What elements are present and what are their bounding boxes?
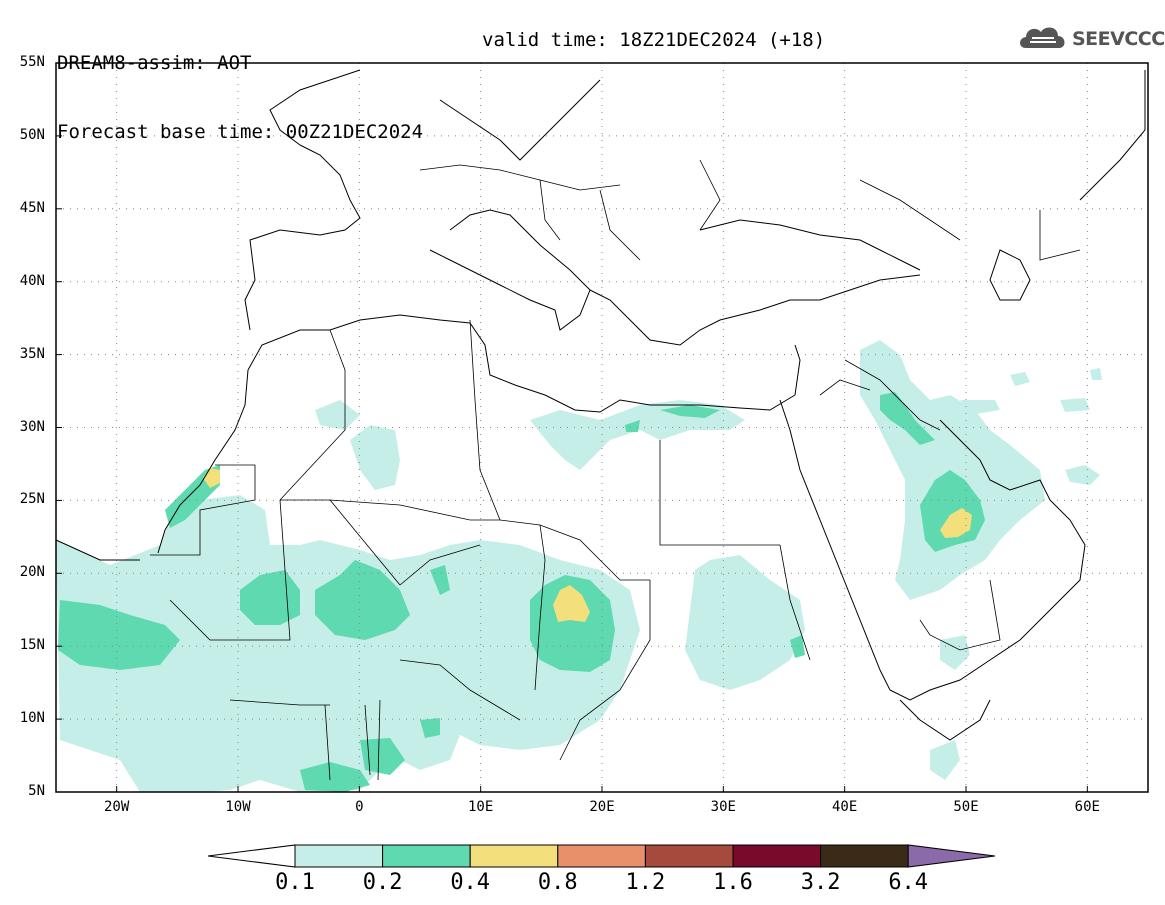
colorbar-segment	[557, 844, 646, 868]
map-header: DREAM8-assim: AOT Forecast base time: 00…	[57, 6, 825, 190]
colorbar-level-label: 0.2	[362, 870, 403, 895]
colorbar-max-arrow	[907, 844, 996, 868]
aot-level-0-1	[56, 340, 1102, 792]
longitude-label: 30E	[710, 799, 736, 815]
colorbar-min-arrow	[207, 844, 296, 868]
logo-text: SEEVCCC	[1072, 28, 1165, 50]
colorbar-segment	[820, 844, 909, 868]
colorbar-level-label: 1.2	[625, 870, 666, 895]
longitude-label: 40E	[832, 799, 858, 815]
latitude-label: 30N	[19, 418, 45, 435]
aot-colorbar	[207, 844, 996, 868]
colorbar-segment	[644, 844, 734, 868]
longitude-label: 20W	[104, 799, 130, 815]
colorbar-level-label: 0.8	[537, 870, 578, 895]
colorbar-level-label: 0.1	[275, 870, 315, 895]
seevccc-logo: SEEVCCC	[1016, 22, 1165, 58]
latitude-label: 5N	[28, 783, 45, 799]
aot-level-0-2	[58, 392, 985, 792]
colorbar-level-label: 3.2	[800, 870, 841, 895]
aot-shading	[56, 340, 1102, 792]
latitude-label: 55N	[19, 54, 45, 70]
longitude-label: 60E	[1074, 799, 1100, 815]
latitude-label: 10N	[19, 710, 45, 727]
coastlines	[55, 69, 1146, 741]
valid-time: valid time: 18Z21DEC2024 (+18)	[482, 29, 826, 51]
latitude-label: 20N	[19, 564, 45, 581]
colorbar-segment	[469, 844, 559, 868]
colorbar-level-label: 6.4	[888, 870, 929, 895]
country-borders	[150, 159, 1081, 781]
latitude-label: 35N	[19, 345, 45, 362]
cloud-icon	[1020, 27, 1065, 48]
latitude-label: 50N	[19, 126, 45, 143]
colorbar-level-label: 1.6	[713, 870, 753, 895]
axis-ticks	[56, 62, 1088, 793]
colorbar-level-label: 0.4	[450, 870, 491, 895]
latitude-label: 45N	[19, 199, 45, 216]
forecast-base-time: Forecast base time: 00Z21DEC2024	[57, 121, 424, 143]
map-grid	[56, 63, 1148, 792]
latitude-label: 40N	[19, 272, 45, 289]
longitude-label: 20E	[589, 799, 615, 815]
colorbar-segment	[732, 844, 822, 868]
longitude-label: 10W	[225, 799, 251, 815]
latitude-label: 15N	[19, 637, 45, 654]
colorbar-segment	[382, 844, 471, 868]
longitude-label: 0	[355, 799, 364, 815]
longitude-label: 10E	[468, 799, 494, 815]
colorbar-segment	[294, 844, 384, 868]
latitude-label: 25N	[19, 491, 45, 508]
longitude-label: 50E	[953, 799, 979, 815]
aot-level-0-4	[203, 468, 972, 622]
